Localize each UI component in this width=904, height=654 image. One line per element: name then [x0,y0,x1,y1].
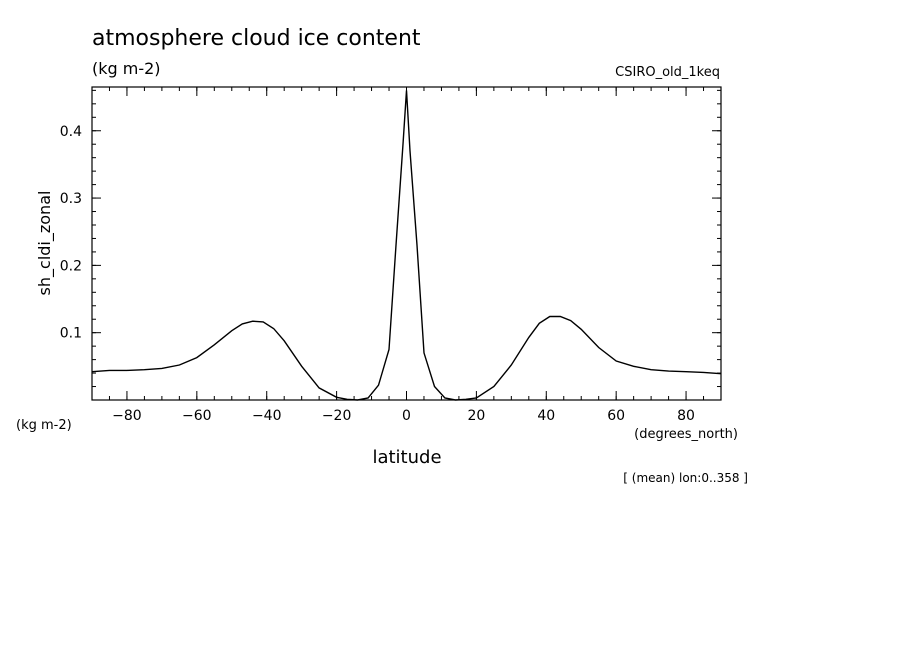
model-label: CSIRO_old_1keq [615,65,720,80]
ticks [91,87,722,400]
x-tick-label: −60 [182,408,212,424]
plot-frame [91,86,722,401]
x-tick-label: 60 [607,408,625,424]
y-tick-label: 0.1 [60,326,82,342]
x-tick-label: 20 [467,408,485,424]
y-axis-units: (kg m-2) [16,418,72,433]
chart-units: (kg m-2) [92,59,161,78]
footer-note: [ (mean) lon:0..358 ] [623,471,748,485]
chart-title: atmosphere cloud ice content [92,26,421,51]
y-tick-label: 0.3 [60,191,82,207]
x-tick-label: −20 [322,408,352,424]
x-tick-label: −80 [112,408,142,424]
x-axis-label: latitude [372,447,441,468]
y-tick-labels: 0.1 0.2 0.3 0.4 [60,124,82,342]
x-axis-units: (degrees_north) [634,427,738,442]
y-axis-label: sh_cldi_zonal [35,191,55,296]
x-tick-label: 0 [402,408,411,424]
series-line [91,90,722,401]
x-tick-label: 80 [677,408,695,424]
x-tick-label: 40 [537,408,555,424]
y-tick-label: 0.4 [60,124,82,140]
y-tick-label: 0.2 [60,258,82,274]
x-tick-labels: −80 −60 −40 −20 0 20 40 60 80 [112,408,695,424]
x-tick-label: −40 [252,408,282,424]
